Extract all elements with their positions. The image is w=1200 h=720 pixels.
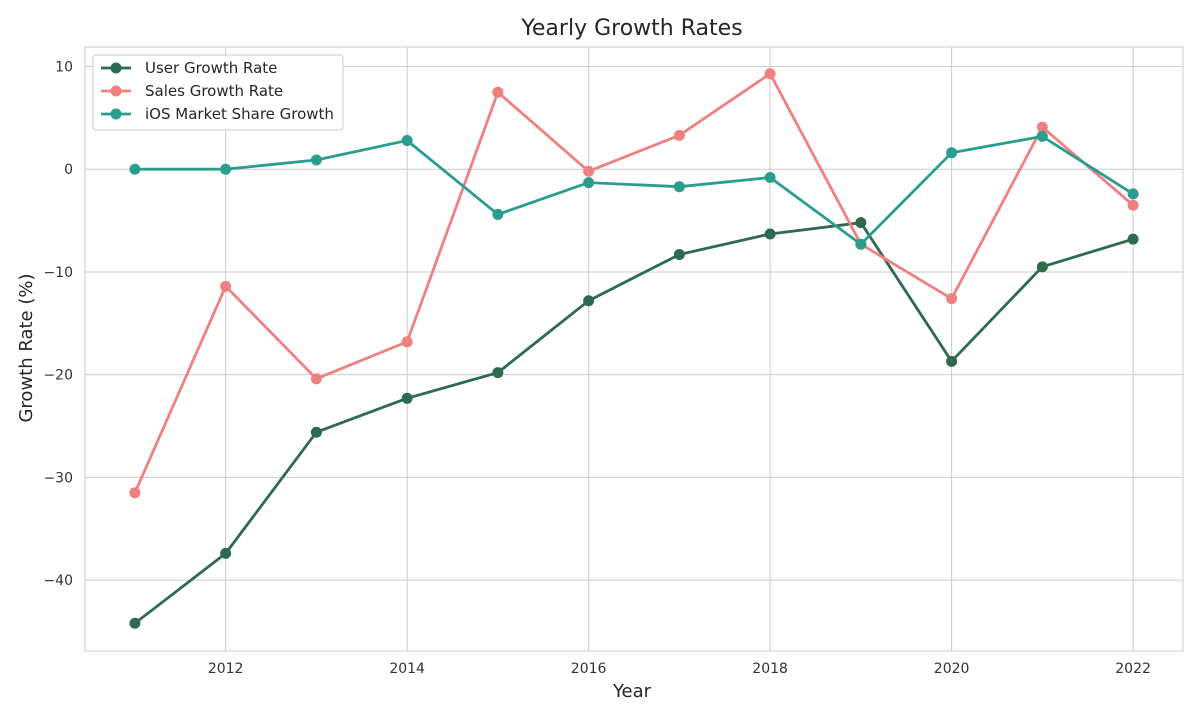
data-point — [673, 248, 685, 260]
x-tick-label: 2014 — [389, 661, 425, 677]
series-line — [134, 221, 1134, 625]
data-point — [946, 147, 958, 159]
y-tick-label: −40 — [43, 573, 73, 589]
data-point — [673, 181, 685, 193]
y-tick-label: −30 — [43, 470, 73, 486]
data-point — [310, 154, 322, 166]
data-point — [1036, 121, 1048, 133]
series-layer — [129, 68, 1139, 629]
data-point — [583, 165, 595, 177]
y-axis-title: Growth Rate (%) — [16, 273, 37, 422]
data-point — [129, 163, 141, 175]
data-point — [946, 355, 958, 367]
data-point — [673, 129, 685, 141]
x-tick-label: 2018 — [752, 661, 788, 677]
data-point — [220, 163, 232, 175]
chart-title: Yearly Growth Rates — [520, 16, 742, 41]
x-axis-title: Year — [612, 681, 652, 702]
data-point — [764, 68, 776, 80]
data-point — [1127, 199, 1139, 211]
data-point — [310, 373, 322, 385]
legend-label: iOS Market Share Growth — [145, 105, 334, 123]
data-point — [492, 367, 504, 379]
data-point — [855, 238, 867, 250]
legend: User Growth Rate Sales Growth Rate iOS Mar… — [92, 54, 344, 131]
legend-box — [92, 54, 344, 131]
data-point — [401, 336, 413, 348]
series-1 — [129, 217, 1139, 629]
data-point — [220, 547, 232, 559]
data-point — [1036, 130, 1048, 142]
data-point — [129, 617, 141, 629]
data-point — [220, 280, 232, 292]
x-tick-label: 2012 — [208, 661, 244, 677]
data-point — [492, 86, 504, 98]
data-point — [492, 208, 504, 220]
y-tick-label: −20 — [43, 368, 73, 384]
data-point — [946, 293, 958, 305]
data-point — [1127, 188, 1139, 200]
grid — [85, 47, 1183, 651]
legend-label: User Growth Rate — [145, 59, 277, 77]
series-line — [134, 134, 1134, 246]
data-point — [401, 134, 413, 146]
legend-item: iOS Market Share Growth — [101, 105, 334, 123]
legend-label: Sales Growth Rate — [145, 82, 283, 100]
axis-ticks: 2012 2014 2016 2018 2020 2022 10 0 −10 −20 −30 −40 — [43, 60, 1150, 677]
plot-area-frame — [84, 46, 1184, 652]
data-point — [583, 177, 595, 189]
data-point — [129, 487, 141, 499]
data-point — [764, 228, 776, 240]
series-line — [133, 72, 1135, 494]
data-point — [1127, 233, 1139, 245]
data-point — [310, 426, 322, 438]
data-point — [583, 295, 595, 307]
x-tick-label: 2022 — [1115, 661, 1151, 677]
legend-item: Sales Growth Rate — [101, 82, 283, 100]
legend-marker-swatch — [110, 108, 122, 120]
legend-marker-swatch — [110, 85, 122, 97]
y-tick-label: 10 — [55, 60, 73, 76]
legend-marker-swatch — [110, 62, 122, 74]
y-tick-label: 0 — [64, 162, 73, 178]
data-point — [764, 171, 776, 183]
data-point — [1036, 261, 1048, 273]
series-3 — [129, 130, 1139, 250]
data-point — [855, 217, 867, 229]
x-tick-label: 2020 — [934, 661, 970, 677]
data-point — [401, 392, 413, 404]
legend-item: User Growth Rate — [101, 59, 277, 77]
y-tick-label: −10 — [43, 265, 73, 281]
x-tick-label: 2016 — [571, 661, 607, 677]
series-2 — [129, 68, 1139, 499]
